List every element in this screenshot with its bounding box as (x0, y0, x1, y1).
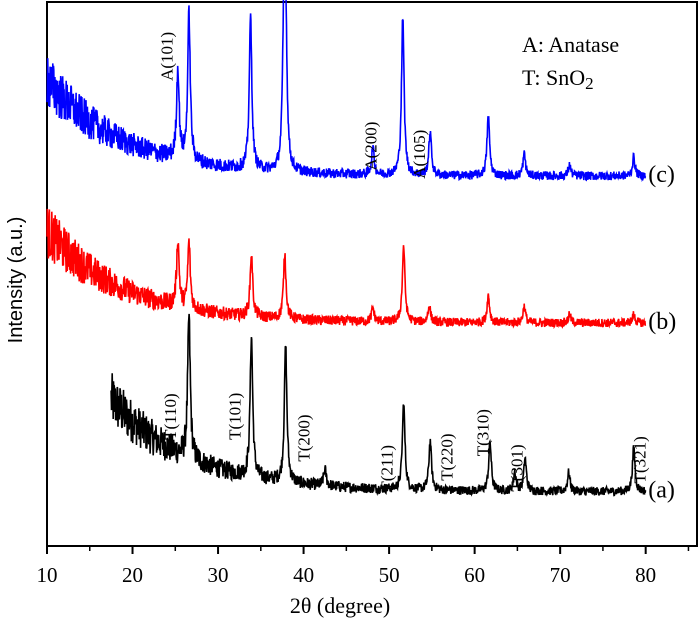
peak-annotation: A(105) (410, 130, 429, 179)
legend-sno2-text: T: SnO (522, 65, 585, 90)
x-tick-label: 60 (464, 563, 485, 587)
series-line-a (110, 313, 647, 497)
x-tick-label: 30 (208, 563, 229, 587)
series-layer: (a) (b) (c) (46, 0, 676, 504)
series-line-c (46, 0, 647, 183)
annotations: A(101) A(200) A(105) T(110) T(101) T(200) T(21… (158, 32, 650, 492)
x-tick-label: 80 (635, 563, 656, 587)
peak-annotation: T(110) (161, 393, 180, 440)
plot-frame (46, 1, 698, 547)
legend-sno2: T: SnO2 (522, 65, 594, 93)
x-axis: 10 20 30 40 50 60 70 80 (37, 546, 690, 587)
x-tick-label: 20 (122, 563, 143, 587)
peak-annotation: A(101) (158, 32, 177, 81)
series-label: (c) (648, 162, 675, 188)
peak-annotation: T(211) (378, 445, 397, 492)
y-axis-label: Intensity (a.u.) (5, 217, 27, 344)
x-tick-label: 70 (550, 563, 571, 587)
x-tick-label: 50 (379, 563, 400, 587)
series-line-b (46, 208, 647, 330)
x-tick-label: 10 (37, 563, 58, 587)
legend: A: Anatase T: SnO2 (522, 32, 619, 93)
peak-annotation: T(301) (508, 444, 527, 491)
series-label: (a) (648, 478, 675, 504)
peak-annotation: T(200) (295, 414, 314, 461)
series-label: (b) (648, 309, 676, 335)
peak-annotation: T(101) (225, 393, 244, 440)
peak-annotation: T(310) (473, 409, 492, 456)
peak-annotation: T(321) (631, 436, 650, 483)
x-axis-label: 2θ (degree) (290, 593, 390, 618)
x-tick-label: 40 (293, 563, 314, 587)
peak-annotation: T(220) (437, 434, 456, 481)
legend-anatase: A: Anatase (522, 32, 619, 57)
peak-annotation: A(200) (361, 122, 380, 171)
legend-sno2-subscript: 2 (585, 74, 594, 93)
